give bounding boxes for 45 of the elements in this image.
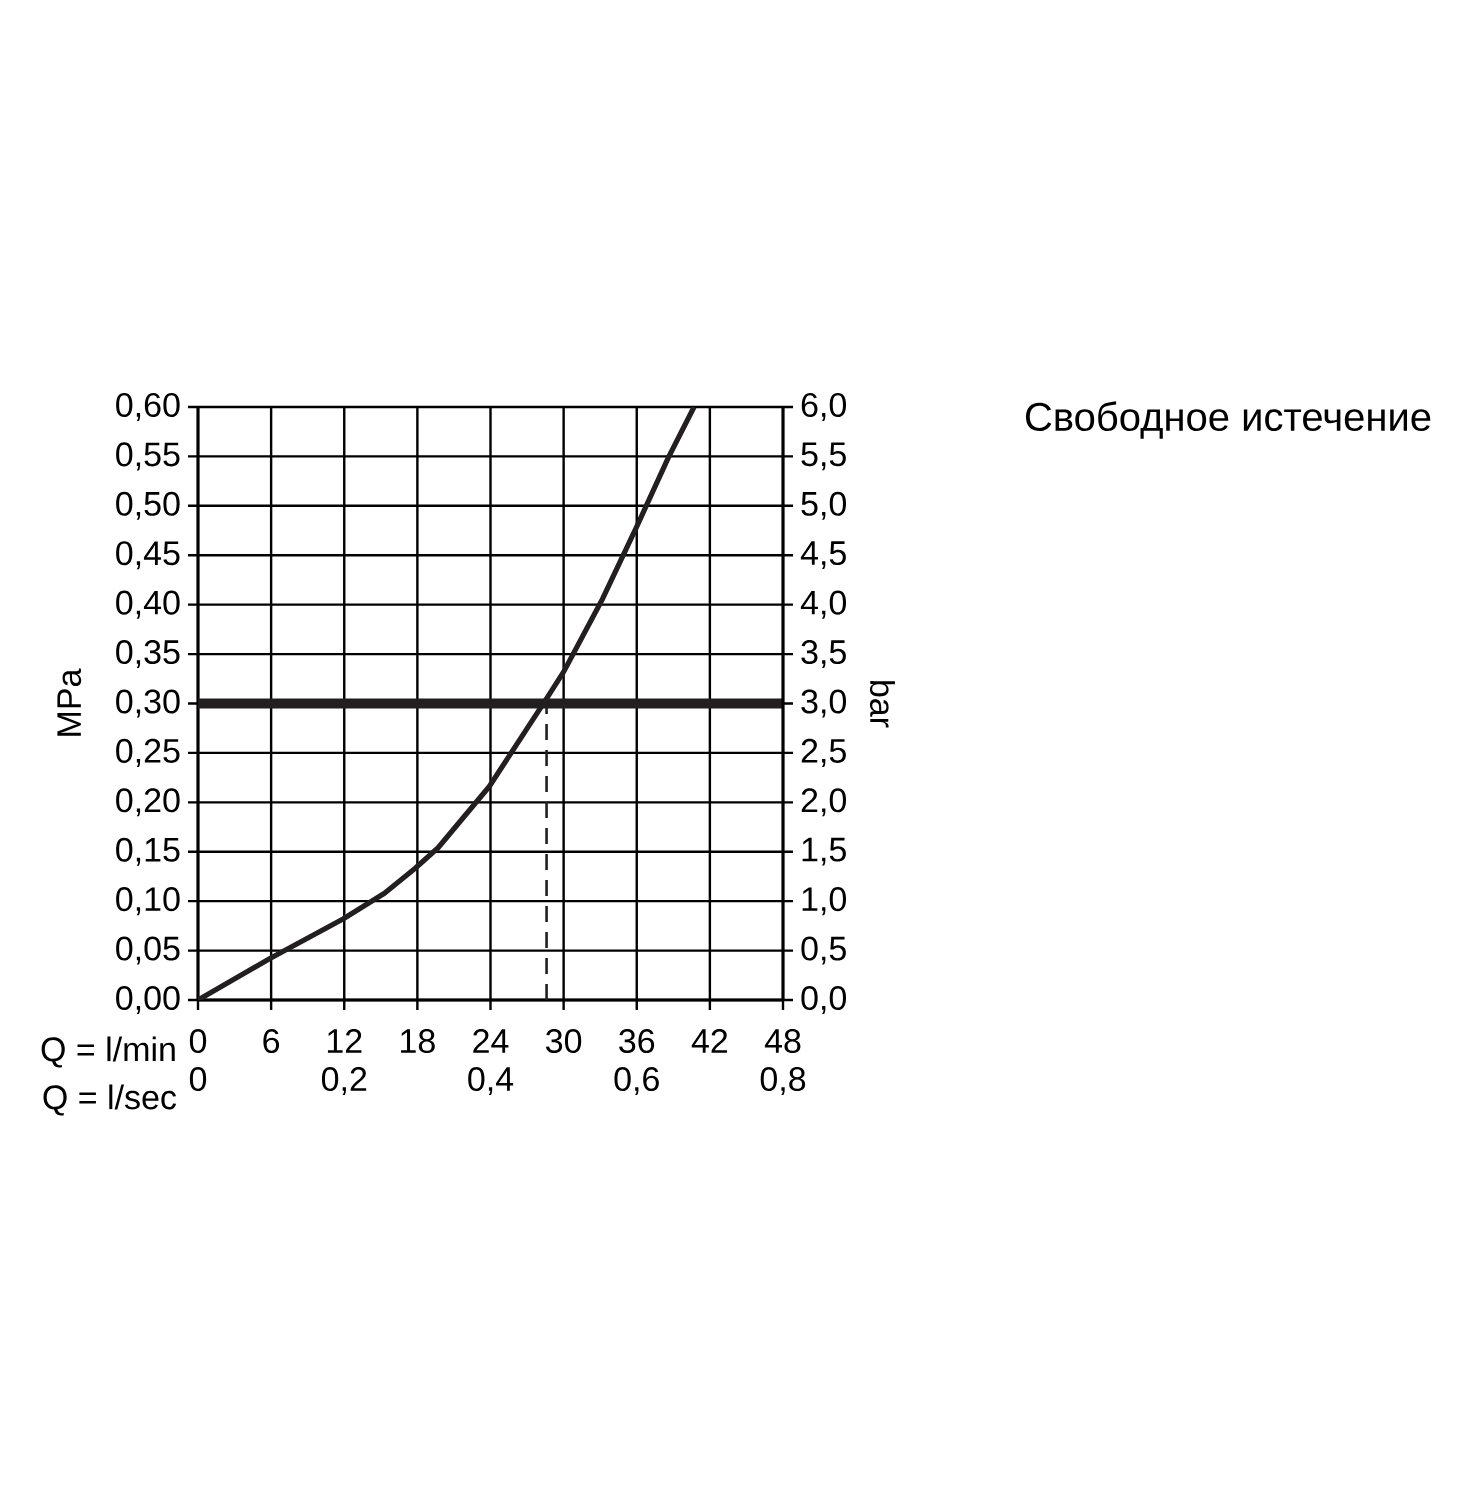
y-tick-label: 0,05 [116,936,180,965]
y-tick-label: 0,45 [116,541,180,570]
y2-tick-label: 0,0 [801,985,847,1015]
x-tick-label: 6 [263,1029,280,1054]
y2-tick-label: 3,5 [801,640,846,669]
text: Свободное истечение [1025,401,1431,439]
x-tick-label: 48 [764,1029,801,1054]
x2-tick-label: 0,2 [321,1067,367,1096]
x-tick-label: 30 [546,1029,582,1054]
x-tick-label: 12 [327,1029,362,1053]
x2-tick-label: 0 [189,1067,207,1092]
y-tick-label: 0,10 [116,887,180,916]
x-tick-label: 0 [189,1029,207,1054]
y2-tick-label: 2,0 [801,788,847,817]
y2-tick-label: 1,5 [802,837,846,866]
y2-tick-label: 2,5 [801,738,846,767]
y-tick-label: 0,15 [116,837,180,866]
y-tick-label: 0,25 [116,738,180,767]
x-tick-label: 24 [473,1029,509,1053]
y2-tick-label: 5,5 [801,442,846,471]
x2-tick-label: 0,4 [468,1067,514,1096]
x2-axis-title: Q = l/sec [43,1084,177,1116]
x-tick-label: 36 [619,1029,655,1054]
y-tick-label: 0,30 [116,689,180,718]
y-tick-label: 0,55 [116,442,180,471]
y2-tick-label: 4,5 [800,541,846,570]
y2-tick-label: 1,0 [802,887,847,916]
y-tick-label: 0,50 [116,491,180,520]
y-tick-label: 0,40 [116,590,180,619]
y-tick-label: 0,35 [116,640,180,669]
x-axis-title: Q = l/min [41,1036,175,1068]
y2-tick-label: 6,0 [801,392,847,422]
y-tick-label: 0,60 [116,392,180,422]
y-axis-title: MPa [57,668,82,736]
y2-tick-label: 4,0 [800,590,847,619]
y-tick-label: 0,20 [116,788,180,817]
x-tick-label: 18 [401,1029,435,1054]
y2-tick-label: 3,0 [801,689,847,718]
x2-tick-label: 0,8 [760,1067,806,1096]
x-tick-label: 42 [691,1029,728,1053]
y-tick-label: 0,00 [116,985,180,1015]
y2-tick-label: 0,5 [801,936,846,965]
x2-tick-label: 0,6 [614,1067,659,1096]
y2-axis-title: bar [869,681,895,728]
y2-tick-label: 5,0 [801,491,847,520]
